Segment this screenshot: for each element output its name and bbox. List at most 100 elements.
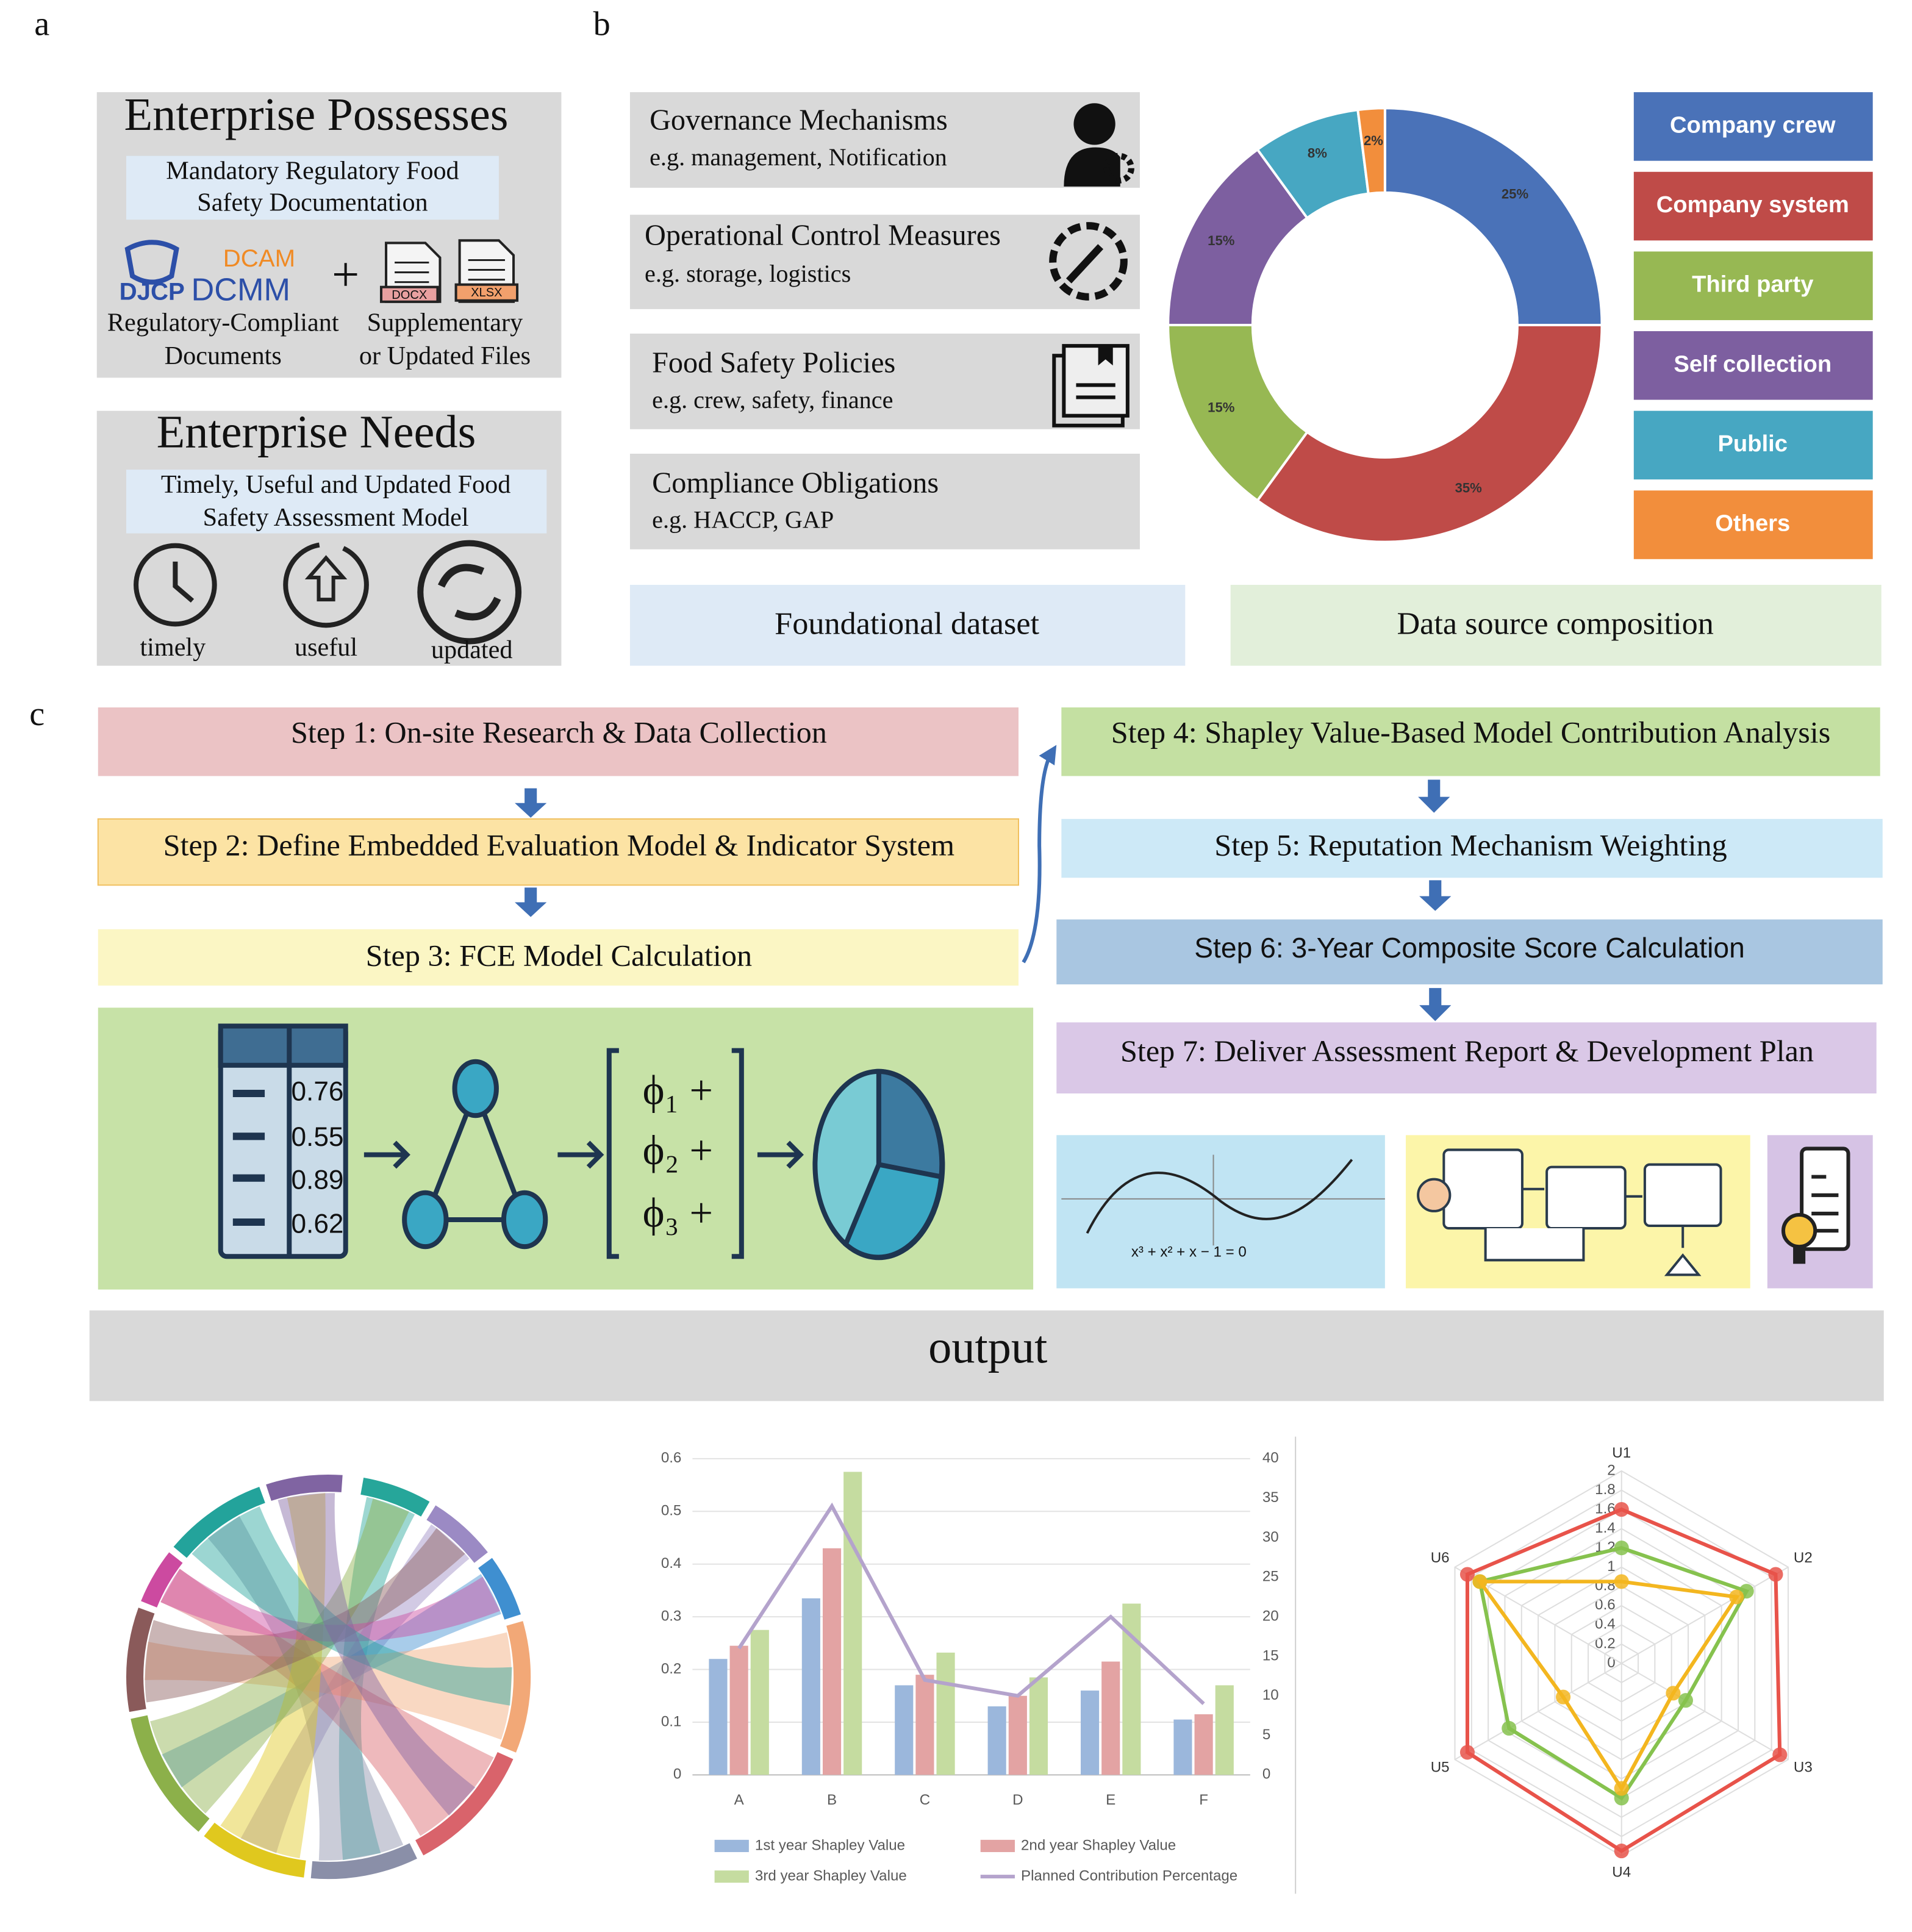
enterprise-possesses: Enterprise Possesses Mandatory Regulator…: [96, 88, 562, 378]
icon-label: useful: [295, 633, 357, 662]
category-label: U4: [1612, 1864, 1631, 1880]
chord-arc: [126, 1608, 155, 1712]
chord-ribbon: [150, 1498, 409, 1814]
r-tick-label: 1: [1607, 1558, 1615, 1575]
chord-ribbon: [192, 1506, 512, 1706]
chord-ribbon: [160, 1569, 500, 1642]
r-tick-label: 0.6: [1595, 1597, 1616, 1613]
donut-slice: [1167, 323, 1309, 503]
y-tick-label: 0: [673, 1766, 681, 1783]
chord-ribbon: [220, 1493, 326, 1859]
x-tick-label: C: [920, 1792, 930, 1808]
chord-arc: [204, 1822, 306, 1878]
item-title: Compliance Obligations: [652, 467, 939, 499]
bar: [709, 1659, 728, 1775]
step-label: Step 5: Reputation Mechanism Weighting: [1214, 828, 1727, 862]
radar-point: [1614, 1540, 1629, 1556]
chord-ribbon: [145, 1528, 465, 1703]
y2-tick-label: 15: [1262, 1647, 1279, 1664]
r-tick-label: 1.4: [1595, 1520, 1616, 1536]
title: Enterprise Needs: [157, 406, 476, 457]
item-title: Food Safety Policies: [652, 346, 895, 379]
label-box: [629, 585, 1186, 666]
slice-label: 35%: [1455, 480, 1483, 495]
y2-tick-label: 20: [1262, 1608, 1279, 1624]
donut-slice: [1255, 323, 1603, 543]
x-tick-label: F: [1199, 1792, 1208, 1808]
subtitle: Mandatory Regulatory Food: [166, 156, 459, 185]
step-label: Step 7: Deliver Assessment Report & Deve…: [1120, 1034, 1814, 1068]
line: [737, 1502, 1205, 1705]
logo-shape: [124, 240, 179, 285]
icon-label: timely: [140, 633, 206, 662]
box: [96, 92, 562, 378]
step-label: Step 4: Shapley Value-Based Model Contri…: [1111, 715, 1831, 750]
output-bar: [89, 1310, 1884, 1401]
step-box: [98, 707, 1019, 776]
radar-point: [1459, 1567, 1475, 1582]
donut-slice: [1383, 107, 1603, 326]
spoke: [1621, 1662, 1789, 1761]
label-box: [1230, 585, 1882, 666]
legend-swatch: [1633, 251, 1873, 320]
radar-point: [1614, 1574, 1629, 1589]
chord-ribbon: [162, 1574, 501, 1787]
subtitle: Safety Documentation: [197, 188, 428, 217]
step-box: [97, 818, 1019, 886]
bar: [729, 1645, 748, 1775]
r-tick-label: 0.4: [1595, 1616, 1616, 1633]
r-tick-label: 1.8: [1595, 1481, 1616, 1498]
bar: [1029, 1677, 1048, 1775]
legend-label: Public: [1717, 431, 1788, 457]
phi-term: ϕ₁ +: [643, 1067, 713, 1114]
category-label: U6: [1431, 1550, 1450, 1566]
slice-label: 25%: [1502, 187, 1529, 202]
chord-diagram: [126, 1474, 531, 1880]
bar: [1173, 1719, 1192, 1775]
chord-arc: [415, 1752, 514, 1856]
slice-label: 8%: [1308, 146, 1327, 161]
radar-point: [1678, 1693, 1693, 1708]
legend-label: 3rd year Shapley Value: [755, 1868, 907, 1884]
chord-arc: [478, 1558, 521, 1620]
step-box: [1056, 919, 1883, 985]
item-title: Governance Mechanisms: [650, 104, 948, 136]
item-box: [629, 453, 1140, 549]
legend-label: Third party: [1692, 271, 1814, 298]
legend-label: 2nd year Shapley Value: [1021, 1837, 1176, 1853]
y2-tick-label: 25: [1262, 1569, 1279, 1585]
panel-label: a: [34, 5, 49, 43]
step-box: [1061, 707, 1880, 776]
icon-label: updated: [431, 635, 513, 664]
legend-swatch: [1633, 171, 1873, 241]
legend-swatch: [1633, 410, 1873, 480]
legend-swatch: [980, 1839, 1015, 1852]
panel-label: c: [29, 695, 45, 733]
formula: x³ + x² + x − 1 = 0: [1131, 1244, 1247, 1261]
item-icons: [1049, 103, 1134, 428]
step-arrows: [515, 779, 1452, 1021]
chord-ribbon: [277, 1493, 476, 1816]
y2-tick-label: 40: [1262, 1450, 1279, 1466]
radar-point: [1614, 1844, 1629, 1859]
title: Enterprise Possesses: [124, 88, 509, 140]
steps: Step 1: On-site Research & Data Collecti…: [97, 707, 1883, 1093]
category-label: U1: [1612, 1445, 1631, 1461]
legend-label: Others: [1715, 510, 1790, 537]
step-label: Step 1: On-site Research & Data Collecti…: [291, 715, 827, 750]
radar-point: [1772, 1747, 1788, 1762]
logo: DCMM: [192, 273, 291, 308]
radar-point: [1614, 1781, 1629, 1796]
legend-swatch: [1633, 490, 1873, 559]
chord-arc: [360, 1478, 430, 1517]
y2-tick-label: 30: [1262, 1529, 1279, 1545]
y-tick-label: 0.1: [661, 1713, 682, 1730]
radar-point: [1502, 1720, 1517, 1736]
legend-label: 1st year Shapley Value: [755, 1837, 905, 1853]
radar-point: [1666, 1686, 1681, 1701]
chord-ribbon: [240, 1524, 470, 1853]
logo: DCAM: [223, 245, 295, 272]
category-label: U2: [1794, 1550, 1813, 1566]
legend-swatch: [1633, 92, 1873, 161]
donut-slice: [1356, 107, 1386, 195]
